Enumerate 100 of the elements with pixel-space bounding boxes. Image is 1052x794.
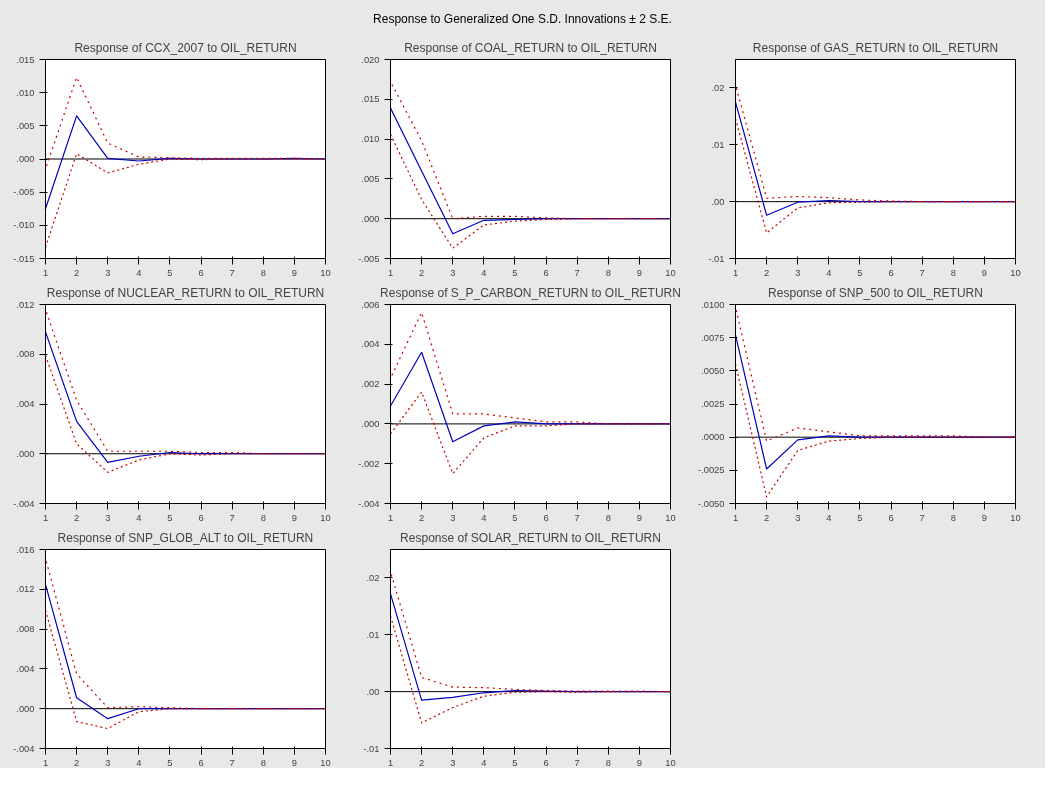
x-tick-label: 2 <box>74 267 80 278</box>
x-tick-label: 5 <box>167 757 173 768</box>
y-tick-label: .016 <box>16 544 35 555</box>
x-tick-label: 6 <box>198 512 204 523</box>
x-tick-label: 5 <box>857 512 863 523</box>
y-tick-label: .000 <box>16 448 35 459</box>
x-tick-label: 6 <box>198 267 204 278</box>
x-tick-label: 3 <box>105 267 111 278</box>
x-tick-label: 4 <box>481 512 487 523</box>
x-tick-label: 6 <box>543 757 549 768</box>
x-tick-label: 6 <box>888 267 894 278</box>
y-tick-label: .015 <box>16 54 35 65</box>
x-tick-label: 2 <box>419 757 425 768</box>
x-tick-label: 3 <box>105 757 111 768</box>
x-tick-label: 7 <box>229 512 235 523</box>
x-tick-label: 1 <box>42 267 49 278</box>
x-tick-label: 4 <box>481 267 487 278</box>
x-tick-label: 5 <box>167 512 173 523</box>
x-tick-label: 9 <box>981 267 987 278</box>
x-tick-label: 1 <box>387 267 394 278</box>
x-tick-label: 9 <box>636 512 642 523</box>
x-tick-label: 3 <box>105 512 111 523</box>
y-tick-label: .005 <box>16 120 35 131</box>
x-tick-label: 2 <box>74 512 80 523</box>
y-tick-label: .012 <box>16 299 35 310</box>
chart-title: Response of COAL_RETURN to OIL_RETURN <box>404 40 657 55</box>
chart-title: Response of SOLAR_RETURN to OIL_RETURN <box>400 530 661 545</box>
x-tick-label: 10 <box>665 512 676 523</box>
x-tick-label: 5 <box>512 512 518 523</box>
x-tick-label: 3 <box>795 267 801 278</box>
x-tick-label: 8 <box>605 267 611 278</box>
x-tick-label: 1 <box>42 757 49 768</box>
x-tick-label: 3 <box>450 512 456 523</box>
x-tick-label: 10 <box>1010 512 1021 523</box>
x-tick-label: 8 <box>605 757 611 768</box>
x-tick-label: 7 <box>919 512 925 523</box>
x-tick-label: 9 <box>291 757 297 768</box>
y-tick-label: -.004 <box>13 743 35 754</box>
x-tick-label: 9 <box>636 757 642 768</box>
x-tick-label: 9 <box>291 267 297 278</box>
chart-title: Response of SNP_GLOB_ALT to OIL_RETURN <box>57 530 314 545</box>
x-tick-label: 2 <box>419 267 425 278</box>
x-tick-label: 6 <box>543 512 549 523</box>
y-tick-label: .002 <box>361 379 380 390</box>
x-tick-label: 4 <box>826 267 832 278</box>
x-tick-label: 4 <box>136 267 142 278</box>
x-tick-label: 4 <box>481 757 487 768</box>
x-tick-label: 9 <box>291 512 297 523</box>
x-tick-label: 7 <box>574 512 580 523</box>
x-tick-label: 4 <box>826 512 832 523</box>
x-tick-label: 3 <box>450 267 456 278</box>
y-tick-label: .02 <box>366 573 380 584</box>
chart-title: Response of CCX_2007 to OIL_RETURN <box>74 40 297 55</box>
y-tick-label: .000 <box>16 703 35 714</box>
y-tick-label: -.005 <box>13 187 35 198</box>
x-tick-label: 10 <box>665 757 676 768</box>
y-tick-label: .012 <box>16 584 35 595</box>
y-tick-label: .006 <box>361 299 380 310</box>
y-tick-label: .0025 <box>701 399 725 410</box>
y-tick-label: -.005 <box>358 253 380 264</box>
x-tick-label: 1 <box>732 512 739 523</box>
y-tick-label: -.01 <box>363 743 380 754</box>
x-tick-label: 10 <box>320 757 331 768</box>
x-tick-label: 4 <box>136 512 142 523</box>
x-tick-label: 6 <box>888 512 894 523</box>
x-tick-label: 8 <box>260 267 266 278</box>
y-tick-label: .010 <box>361 134 380 145</box>
y-tick-label: .0100 <box>701 299 725 310</box>
x-tick-label: 2 <box>419 512 425 523</box>
x-tick-label: 8 <box>950 267 956 278</box>
x-tick-label: 1 <box>387 757 394 768</box>
x-tick-label: 5 <box>857 267 863 278</box>
y-tick-label: -.004 <box>13 498 35 509</box>
y-tick-label: .01 <box>711 139 725 150</box>
x-tick-label: 10 <box>665 267 676 278</box>
x-tick-label: 10 <box>320 512 331 523</box>
x-tick-label: 3 <box>450 757 456 768</box>
x-tick-label: 7 <box>574 757 580 768</box>
y-tick-label: .02 <box>711 83 725 94</box>
x-tick-label: 7 <box>919 267 925 278</box>
y-tick-label: -.015 <box>13 253 35 264</box>
x-tick-label: 8 <box>605 512 611 523</box>
y-tick-label: .005 <box>361 174 380 185</box>
x-tick-label: 8 <box>260 757 266 768</box>
x-tick-label: 7 <box>229 267 235 278</box>
x-tick-label: 1 <box>387 512 394 523</box>
x-tick-label: 9 <box>981 512 987 523</box>
y-tick-label: .015 <box>361 94 380 105</box>
y-tick-label: .004 <box>361 339 380 350</box>
y-tick-label: -.0050 <box>698 498 725 509</box>
x-tick-label: 2 <box>74 757 80 768</box>
y-tick-label: -.010 <box>13 220 35 231</box>
x-tick-label: 3 <box>795 512 801 523</box>
chart-title: Response of S_P_CARBON_RETURN to OIL_RETURN <box>380 285 681 300</box>
y-tick-label: .000 <box>361 213 380 224</box>
y-tick-label: .01 <box>366 629 380 640</box>
chart-title: Response of NUCLEAR_RETURN to OIL_RETURN <box>46 285 325 300</box>
y-tick-label: -.004 <box>358 498 380 509</box>
x-tick-label: 1 <box>42 512 49 523</box>
y-tick-label: .010 <box>16 87 35 98</box>
